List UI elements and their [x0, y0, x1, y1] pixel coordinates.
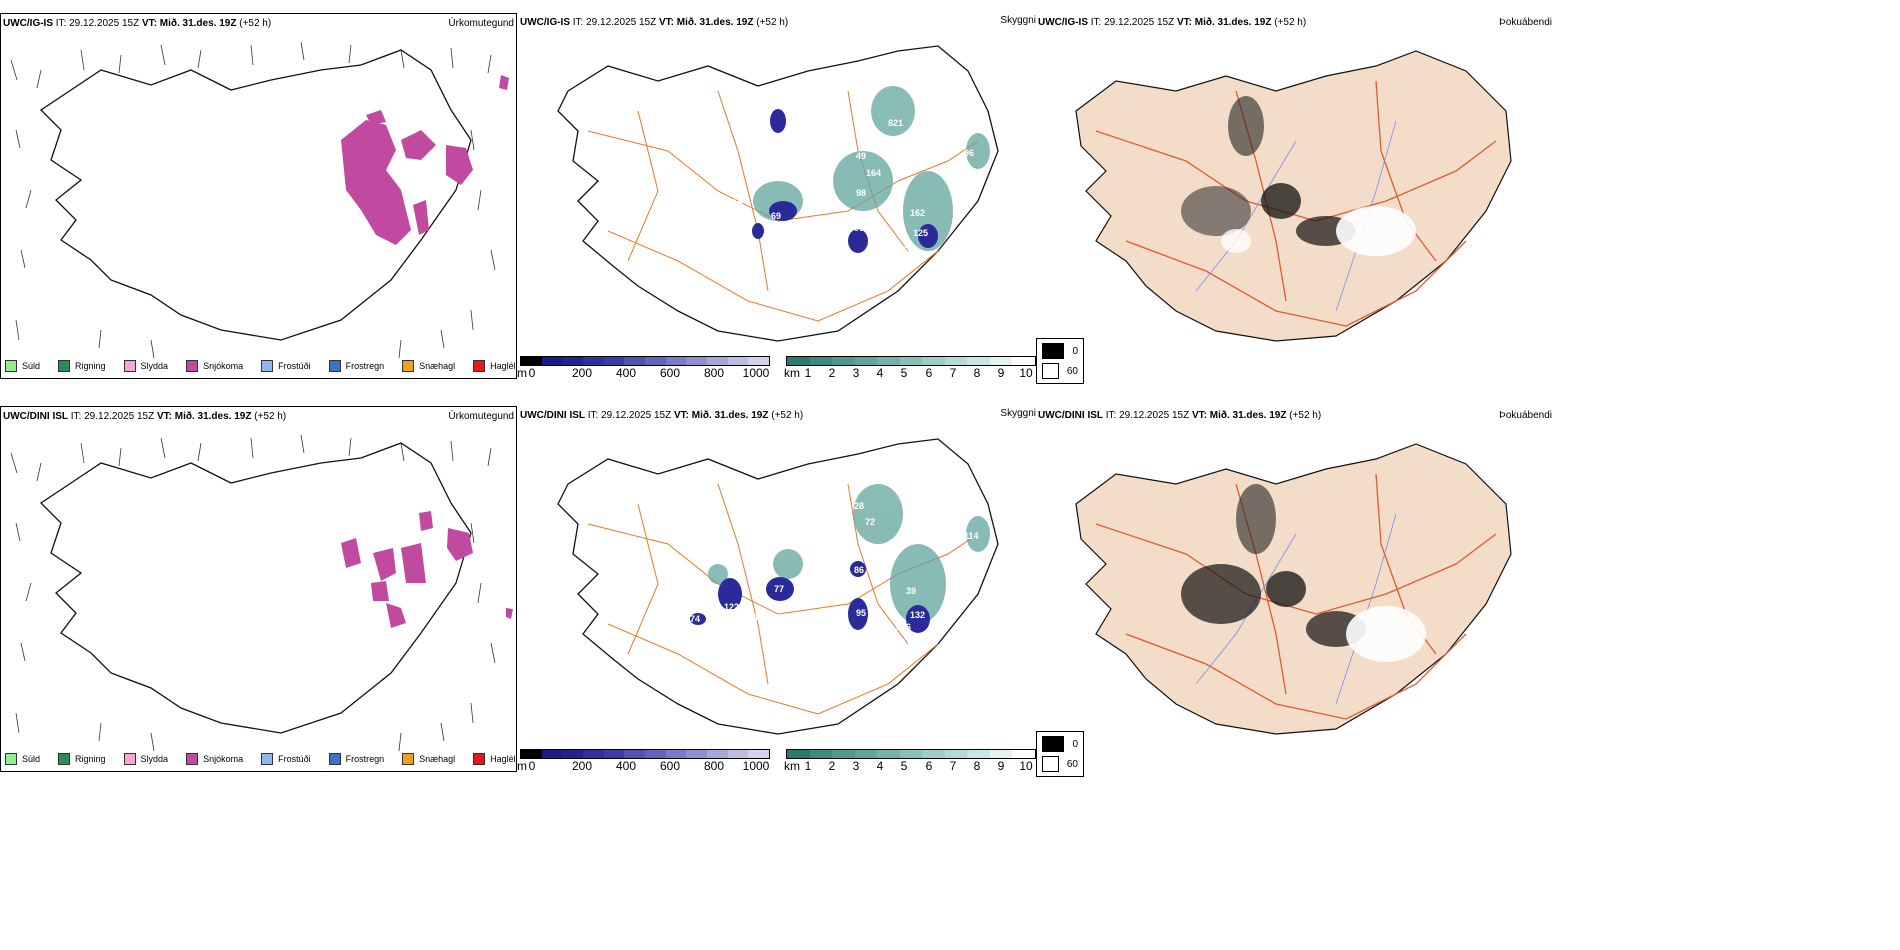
svg-text:82: 82 — [830, 226, 840, 236]
svg-text:84: 84 — [763, 231, 773, 241]
precip-map — [10, 434, 513, 752]
svg-text:96: 96 — [964, 148, 974, 158]
svg-text:69: 69 — [771, 211, 781, 221]
vis-blue — [752, 109, 938, 253]
svg-text:49: 49 — [856, 151, 866, 161]
svg-text:95: 95 — [856, 608, 866, 618]
legend-item: Rigning — [58, 753, 106, 765]
fog-title: Þokuábendi — [1499, 410, 1552, 421]
wind-barbs — [10, 434, 496, 752]
legend-item: Rigning — [58, 360, 106, 372]
km-scale: km 1 2 3 4 5 6 7 8 9 10 — [784, 356, 1036, 380]
svg-text:24: 24 — [933, 148, 943, 158]
visibility-title: Skyggni — [1000, 408, 1036, 419]
svg-text:39: 39 — [906, 586, 916, 596]
svg-text:110: 110 — [754, 612, 769, 622]
svg-text:74: 74 — [690, 614, 700, 624]
svg-text:125: 125 — [913, 228, 928, 238]
svg-text:77: 77 — [774, 584, 784, 594]
svg-text:129: 129 — [800, 185, 815, 195]
vis-labels: 821 24 49 164 98 129 115 69 84 82 162 12… — [728, 118, 974, 251]
svg-text:122: 122 — [724, 602, 739, 612]
svg-text:821: 821 — [888, 118, 903, 128]
svg-text:98: 98 — [856, 188, 866, 198]
vis-labels: 108 28 72 86 39 95 132 206 77 122 110 74… — [690, 501, 979, 632]
svg-text:171: 171 — [898, 241, 913, 251]
legend-item: Snjókoma — [186, 753, 243, 765]
iceland-outline — [39, 442, 472, 734]
wind-barbs — [10, 41, 496, 359]
precip-title: Úrkomutegund — [448, 411, 514, 422]
panel-header: UWC/DINI ISL IT: 29.12.2025 15Z VT: Mið.… — [3, 411, 287, 422]
panel-header: UWC/DINI ISL IT: 29.12.2025 15Z VT: Mið.… — [520, 410, 804, 421]
svg-text:162: 162 — [910, 208, 925, 218]
fog-dark-areas — [1181, 484, 1426, 662]
legend-item: Haglél — [473, 360, 516, 372]
legend-item: Súld — [5, 753, 40, 765]
svg-text:164: 164 — [866, 168, 881, 178]
panel-header: UWC/IG-IS IT: 29.12.2025 15Z VT: Mið. 31… — [520, 17, 789, 28]
fog-legend: 0 60 — [1036, 731, 1084, 777]
panel-header: UWC/DINI ISL IT: 29.12.2025 15Z VT: Mið.… — [1038, 410, 1322, 421]
vis-green — [753, 86, 990, 251]
fog-map — [1075, 443, 1512, 735]
panel-header: UWC/IG-IS IT: 29.12.2025 15Z VT: Mið. 31… — [3, 18, 272, 29]
legend-item: Frostregn — [328, 360, 384, 372]
snow-areas — [341, 511, 513, 628]
legend-item: Slydda — [123, 753, 168, 765]
legend-item: Slydda — [123, 360, 168, 372]
visibility-title: Skyggni — [1000, 15, 1036, 26]
vis-blue — [690, 561, 930, 633]
precip-map — [10, 41, 509, 359]
svg-text:96: 96 — [854, 223, 864, 233]
snow-areas — [341, 75, 509, 245]
svg-text:114: 114 — [964, 531, 979, 541]
fog-panel-2: UWC/DINI ISL IT: 29.12.2025 15Z VT: Mið.… — [1036, 406, 1556, 746]
legend-item: Frostúði — [261, 753, 311, 765]
fog-title: Þokuábendi — [1499, 17, 1552, 28]
precip-legend: Súld Rigning Slydda Snjókoma Frostúði Fr… — [5, 753, 534, 765]
roads — [587, 90, 979, 322]
legend-item: Haglél — [473, 753, 516, 765]
visibility-map: 821 24 49 164 98 129 115 69 84 82 162 12… — [557, 45, 999, 342]
fog-legend: 0 60 — [1036, 338, 1084, 384]
visibility-panel-2: UWC/DINI ISL IT: 29.12.2025 15Z VT: Mið.… — [517, 406, 1038, 773]
legend-item: Frostúði — [261, 360, 311, 372]
km-scale: km 1 2 3 4 5 6 7 8 9 10 — [784, 749, 1036, 773]
precip-title: Úrkomutegund — [448, 18, 514, 29]
visibility-map: 108 28 72 86 39 95 132 206 77 122 110 74… — [557, 438, 999, 735]
svg-text:108: 108 — [933, 511, 948, 521]
legend-item: Snjókoma — [186, 360, 243, 372]
legend-item: Snæhagl — [402, 360, 455, 372]
visibility-panel-1: UWC/IG-IS IT: 29.12.2025 15Z VT: Mið. 31… — [517, 13, 1038, 380]
iceland-outline — [39, 49, 472, 341]
precip-panel-2: UWC/DINI ISL IT: 29.12.2025 15Z VT: Mið.… — [0, 406, 517, 772]
svg-text:132: 132 — [910, 610, 925, 620]
fog-panel-1: UWC/IG-IS IT: 29.12.2025 15Z VT: Mið. 31… — [1036, 13, 1556, 353]
precip-legend: Súld Rigning Slydda Snjókoma Frostúði Fr… — [5, 360, 534, 372]
height-scale: m 0 200 400 600 800 1000 — [517, 356, 770, 380]
fog-map — [1075, 50, 1512, 342]
svg-text:28: 28 — [854, 501, 864, 511]
legend-item: Snæhagl — [402, 753, 455, 765]
svg-text:86: 86 — [854, 565, 864, 575]
svg-text:72: 72 — [865, 517, 875, 527]
legend-item: Frostregn — [328, 753, 384, 765]
fog-dark-areas — [1181, 96, 1416, 256]
svg-text:115: 115 — [728, 198, 743, 208]
height-scale: m 0 200 400 600 800 1000 — [517, 749, 770, 773]
svg-text:206: 206 — [896, 622, 911, 632]
precip-panel-1: UWC/IG-IS IT: 29.12.2025 15Z VT: Mið. 31… — [0, 13, 517, 379]
legend-item: Súld — [5, 360, 40, 372]
vis-green — [708, 484, 990, 624]
panel-header: UWC/IG-IS IT: 29.12.2025 15Z VT: Mið. 31… — [1038, 17, 1307, 28]
